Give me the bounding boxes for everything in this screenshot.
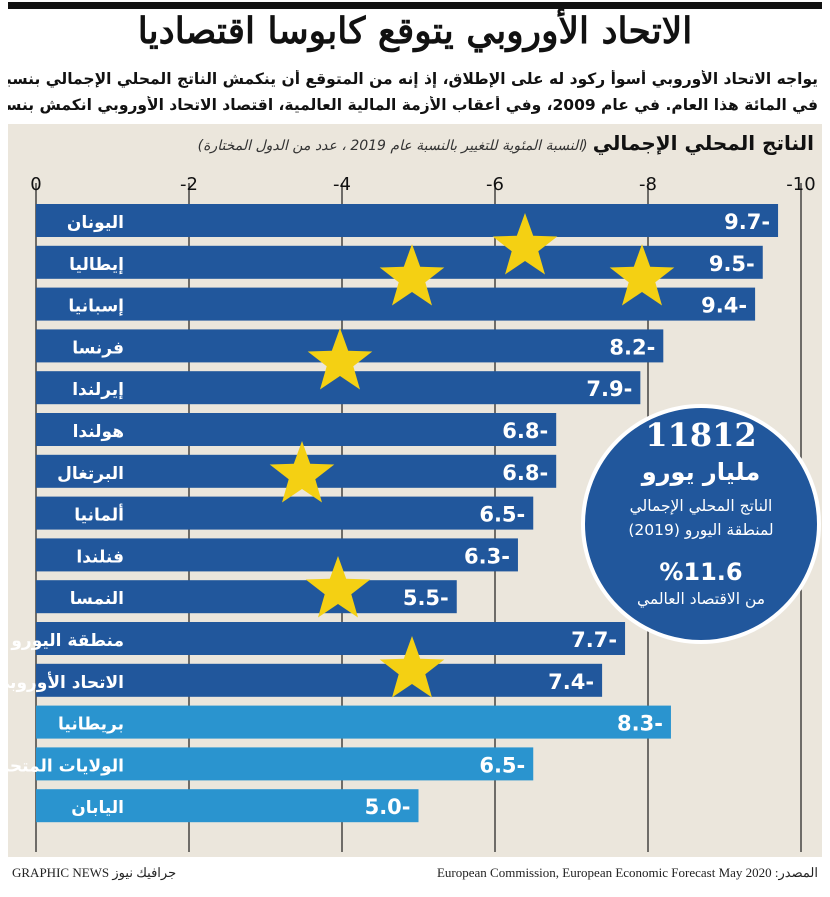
value-label: 5.0-: [365, 795, 411, 819]
bar: [36, 496, 534, 530]
star-icon: [379, 636, 445, 698]
star-icon: [307, 328, 373, 390]
value-label: 6.5-: [479, 503, 525, 527]
x-tick-label: 0: [30, 174, 41, 195]
value-label: 9.4-: [701, 294, 747, 318]
value-label: 6.3-: [464, 544, 510, 568]
bar: [36, 204, 779, 237]
star-icon: [269, 441, 335, 503]
star-icon: [609, 244, 675, 306]
category-label: هولندا: [73, 422, 124, 442]
category-label: فنلندا: [76, 547, 124, 567]
bar: [36, 580, 457, 614]
callout-description-2: من الاقتصاد العالمي: [636, 590, 766, 608]
value-label: 6.8-: [502, 461, 548, 485]
category-label: فرنسا: [72, 338, 124, 358]
callout-unit: مليار يورو: [641, 458, 761, 486]
callout-value: 11812: [645, 416, 757, 454]
category-label: إيرلندا: [72, 380, 124, 400]
category-label: إيطاليا: [69, 255, 124, 275]
subtitle-line-1: يواجه الاتحاد الأوروبي أسوأ ركود له على …: [8, 70, 818, 88]
category-label: النمسا: [70, 589, 124, 609]
category-label: الاتحاد الأوروبي - 27: [0, 672, 124, 693]
bar: [36, 413, 557, 446]
bar: [36, 789, 419, 823]
bar: [36, 538, 518, 572]
star-icon: [492, 213, 558, 275]
callout-desc-line-2: لمنطقة اليورو (2019): [628, 521, 774, 539]
value-label: 6.8-: [502, 419, 548, 443]
eurozone-gdp-callout: 11812 مليار يورو الناتج المحلي الإجمالي …: [581, 404, 821, 644]
value-label: 8.3-: [617, 712, 663, 736]
category-label: ألمانيا: [74, 504, 124, 526]
star-icon: [305, 556, 371, 618]
value-label: 8.2-: [609, 335, 655, 359]
bar: [36, 705, 671, 739]
subtitle-line-2: في المائة هذا العام. في عام 2009، وفي أع…: [8, 96, 818, 114]
callout-description: الناتج المحلي الإجمالي لمنطقة اليورو (20…: [585, 494, 817, 542]
category-label: البرتغال: [57, 464, 124, 484]
value-label: 6.5-: [479, 753, 525, 777]
value-label: 7.4-: [548, 670, 594, 694]
value-label: 7.9-: [586, 377, 632, 401]
category-label: إسبانيا: [68, 297, 124, 317]
chart-title-block: الناتج المحلي الإجمالي (النسبة المئوية ل…: [198, 131, 814, 155]
x-tick-label: -8: [639, 174, 657, 195]
credit: GRAPHIC NEWS جرافيك نيوز: [12, 865, 177, 880]
chart-title: الناتج المحلي الإجمالي: [592, 131, 814, 155]
category-label: اليابان: [71, 798, 124, 818]
value-label: 9.7-: [724, 210, 770, 234]
x-tick-label: -4: [333, 174, 351, 195]
bar: [36, 663, 603, 697]
value-label: 9.5-: [709, 252, 755, 276]
bar: [36, 747, 534, 781]
top-rule: [8, 2, 822, 9]
value-label: 7.7-: [571, 628, 617, 652]
category-label: بريطانيا: [58, 715, 124, 735]
category-label: الولايات المتحدة: [0, 756, 124, 776]
value-label: 5.5-: [403, 586, 449, 610]
x-tick-label: -2: [180, 174, 198, 195]
x-tick-label: -10: [786, 174, 815, 195]
chart-subtitle: (النسبة المئوية للتغيير بالنسبة عام 2019…: [197, 138, 588, 154]
category-label: اليونان: [67, 213, 124, 233]
star-icon: [379, 244, 445, 306]
category-label: منطقة اليورو: [10, 631, 124, 651]
bar: [36, 622, 626, 655]
page-title: الاتحاد الأوروبي يتوقع كابوسا اقتصاديا: [137, 10, 693, 52]
x-tick-label: -6: [486, 174, 504, 195]
callout-percent: %11.6: [659, 558, 743, 586]
callout-desc-line-1: الناتج المحلي الإجمالي: [629, 497, 773, 515]
source: المصدر: European Commission, European Ec…: [436, 865, 818, 880]
